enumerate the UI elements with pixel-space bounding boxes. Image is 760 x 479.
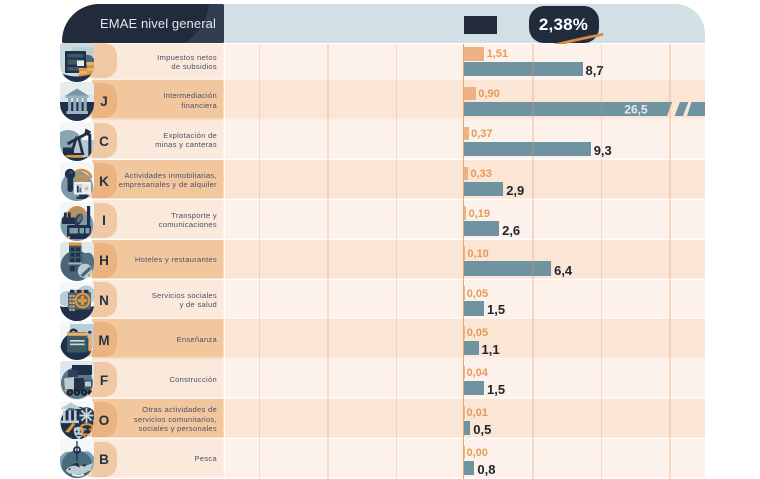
svg-text:26,5: 26,5 [624, 102, 648, 116]
